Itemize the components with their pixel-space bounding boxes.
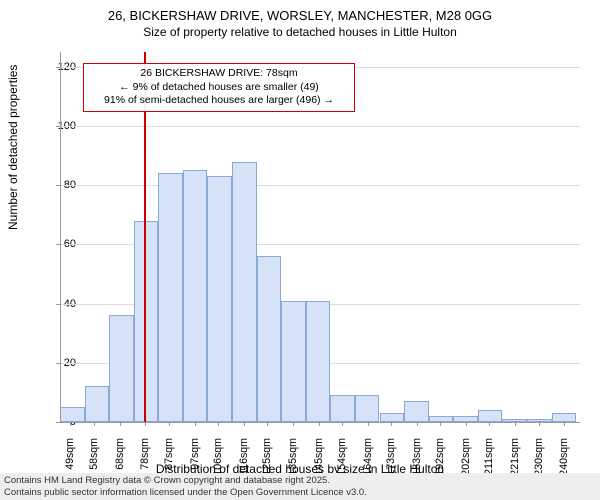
histogram-bar <box>109 315 134 422</box>
chart-title-line2: Size of property relative to detached ho… <box>0 25 600 45</box>
histogram-bar <box>478 410 503 422</box>
histogram-bar <box>552 413 577 422</box>
histogram-bar <box>404 401 429 422</box>
footer-line2: Contains public sector information licen… <box>4 487 596 498</box>
annotation-box: 26 BICKERSHAW DRIVE: 78sqm ← 9% of detac… <box>83 63 355 112</box>
histogram-bar <box>207 176 232 422</box>
histogram-bar <box>355 395 380 422</box>
chart-container: 26, BICKERSHAW DRIVE, WORSLEY, MANCHESTE… <box>0 0 600 500</box>
histogram-bar <box>85 386 110 422</box>
histogram-bar <box>232 162 257 422</box>
y-axis-line <box>60 52 61 422</box>
histogram-bar <box>257 256 282 422</box>
histogram-bar <box>281 301 306 422</box>
annotation-line2: ← 9% of detached houses are smaller (49) <box>90 81 348 95</box>
histogram-bar <box>183 170 208 422</box>
histogram-bar <box>158 173 183 422</box>
grid-line <box>60 126 580 127</box>
footer: Contains HM Land Registry data © Crown c… <box>0 473 600 500</box>
histogram-bar <box>330 395 355 422</box>
y-axis-label: Number of detached properties <box>6 65 20 230</box>
x-axis-line <box>60 422 580 423</box>
histogram-bar <box>60 407 85 422</box>
footer-line1: Contains HM Land Registry data © Crown c… <box>4 475 596 486</box>
chart-title-line1: 26, BICKERSHAW DRIVE, WORSLEY, MANCHESTE… <box>0 0 600 25</box>
histogram-bar <box>306 301 331 422</box>
annotation-line3: 91% of semi-detached houses are larger (… <box>90 94 348 108</box>
histogram-bar <box>380 413 405 422</box>
annotation-line1: 26 BICKERSHAW DRIVE: 78sqm <box>90 67 348 81</box>
grid-line <box>60 185 580 186</box>
